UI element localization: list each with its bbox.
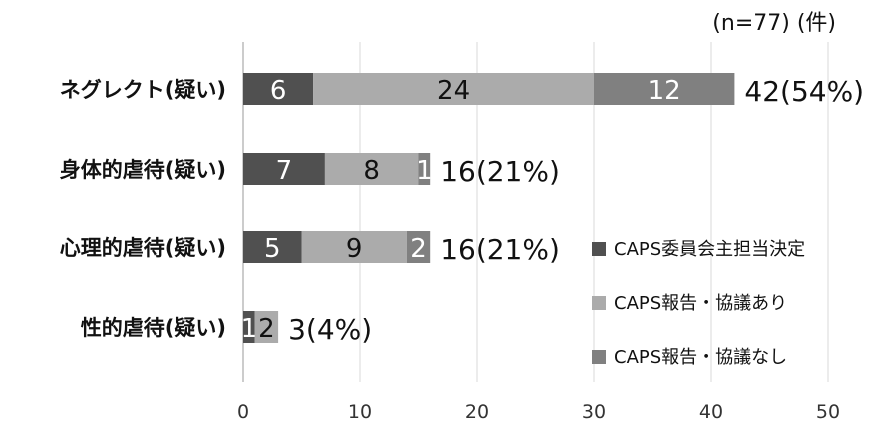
legend-swatch: [592, 242, 606, 256]
category-label: 心理的虐待(疑い): [60, 236, 226, 260]
bar-segment: [406, 231, 431, 263]
bar-segment: [418, 153, 431, 185]
legend-swatch: [592, 350, 606, 364]
legend-swatch: [592, 296, 606, 310]
bar-segment: [243, 73, 314, 105]
x-tick-label: 0: [237, 401, 249, 423]
category-label: 身体的虐待(疑い): [60, 158, 226, 182]
total-label: 16(21%): [440, 155, 560, 188]
bar-segment: [254, 311, 279, 343]
segment-label: 1: [416, 156, 433, 186]
x-tick-label: 30: [582, 401, 606, 423]
bar-segment: [243, 153, 325, 185]
bar-segment: [243, 231, 302, 263]
chart-note: (n=77) (件): [712, 11, 836, 36]
segment-label: 1: [241, 314, 258, 344]
bar-segment: [313, 73, 594, 105]
legend-label: CAPS委員会主担当決定: [614, 239, 805, 260]
segment-label: 2: [258, 314, 275, 344]
total-label: 42(54%): [744, 75, 864, 108]
segment-label: 2: [410, 234, 427, 264]
bar-segment: [243, 311, 255, 343]
category-label: 性的虐待(疑い): [81, 316, 226, 340]
segment-label: 24: [437, 76, 470, 106]
total-label: 16(21%): [440, 233, 560, 266]
legend-label: CAPS報告・協議なし: [614, 347, 787, 368]
segment-label: 7: [276, 156, 293, 186]
bar-segment: [301, 231, 407, 263]
segment-label: 5: [264, 234, 281, 264]
legend-label: CAPS報告・協議あり: [614, 293, 787, 314]
x-tick-label: 10: [348, 401, 372, 423]
segment-label: 12: [648, 76, 681, 106]
bar-segment: [594, 73, 735, 105]
total-label: 3(4%): [288, 313, 372, 346]
category-label: ネグレクト(疑い): [60, 78, 226, 102]
x-tick-label: 40: [699, 401, 723, 423]
x-tick-label: 20: [465, 401, 489, 423]
bar-segment: [324, 153, 419, 185]
segment-label: 8: [363, 156, 380, 186]
x-tick-label: 50: [816, 401, 840, 423]
segment-label: 9: [346, 234, 363, 264]
segment-label: 6: [270, 76, 287, 106]
